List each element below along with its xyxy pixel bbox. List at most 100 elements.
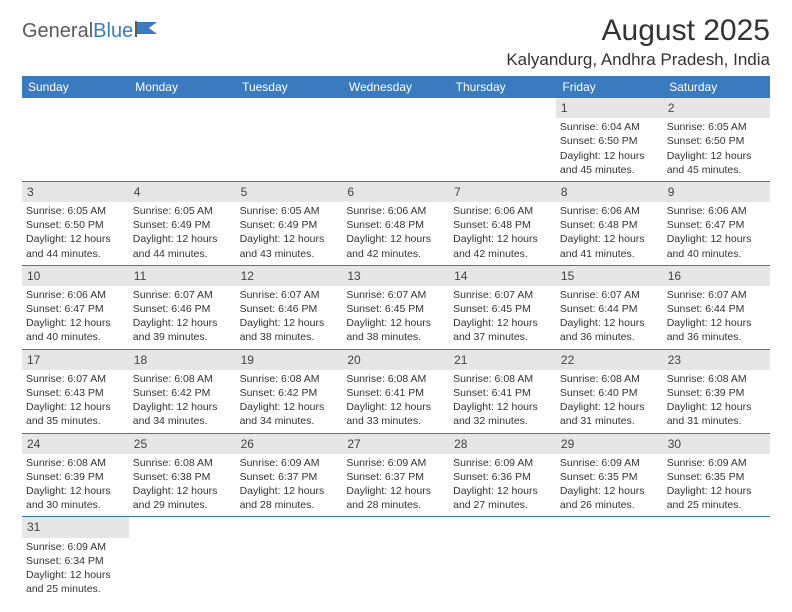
sunrise-line: Sunrise: 6:05 AM	[667, 120, 766, 134]
sunrise-line: Sunrise: 6:05 AM	[133, 204, 232, 218]
sunrise-line: Sunrise: 6:08 AM	[26, 456, 125, 470]
daylight-line: Daylight: 12 hours and 39 minutes.	[133, 316, 232, 344]
sunrise-line: Sunrise: 6:09 AM	[560, 456, 659, 470]
logo: GeneralBlue	[22, 20, 163, 43]
daylight-line: Daylight: 12 hours and 40 minutes.	[26, 316, 125, 344]
sunset-line: Sunset: 6:50 PM	[26, 218, 125, 232]
sunset-line: Sunset: 6:39 PM	[26, 470, 125, 484]
day-number: 8	[556, 182, 663, 202]
sunrise-line: Sunrise: 6:09 AM	[240, 456, 339, 470]
sunset-line: Sunset: 6:46 PM	[133, 302, 232, 316]
day-cell-16: 16Sunrise: 6:07 AMSunset: 6:44 PMDayligh…	[663, 265, 770, 349]
day-cell-6: 6Sunrise: 6:06 AMSunset: 6:48 PMDaylight…	[342, 181, 449, 265]
weekday-row: SundayMondayTuesdayWednesdayThursdayFrid…	[22, 76, 770, 98]
day-number: 3	[22, 182, 129, 202]
day-cell-27: 27Sunrise: 6:09 AMSunset: 6:37 PMDayligh…	[342, 433, 449, 517]
sunrise-line: Sunrise: 6:07 AM	[560, 288, 659, 302]
sunrise-line: Sunrise: 6:08 AM	[240, 372, 339, 386]
empty-cell	[449, 98, 556, 181]
daylight-line: Daylight: 12 hours and 36 minutes.	[667, 316, 766, 344]
sunrise-line: Sunrise: 6:09 AM	[346, 456, 445, 470]
calendar-row: 10Sunrise: 6:06 AMSunset: 6:47 PMDayligh…	[22, 265, 770, 349]
day-number: 31	[22, 517, 129, 537]
logo-word2: Blue	[93, 20, 133, 42]
day-cell-8: 8Sunrise: 6:06 AMSunset: 6:48 PMDaylight…	[556, 181, 663, 265]
daylight-line: Daylight: 12 hours and 44 minutes.	[133, 232, 232, 260]
sunrise-line: Sunrise: 6:09 AM	[667, 456, 766, 470]
sunset-line: Sunset: 6:38 PM	[133, 470, 232, 484]
sunrise-line: Sunrise: 6:09 AM	[26, 540, 125, 554]
sunrise-line: Sunrise: 6:07 AM	[667, 288, 766, 302]
day-cell-15: 15Sunrise: 6:07 AMSunset: 6:44 PMDayligh…	[556, 265, 663, 349]
sunset-line: Sunset: 6:50 PM	[560, 134, 659, 148]
day-number: 15	[556, 266, 663, 286]
day-number: 20	[342, 350, 449, 370]
day-number: 21	[449, 350, 556, 370]
day-number: 26	[236, 434, 343, 454]
sunrise-line: Sunrise: 6:08 AM	[453, 372, 552, 386]
sunset-line: Sunset: 6:48 PM	[453, 218, 552, 232]
sunrise-line: Sunrise: 6:09 AM	[453, 456, 552, 470]
day-number: 4	[129, 182, 236, 202]
sunset-line: Sunset: 6:45 PM	[346, 302, 445, 316]
day-cell-7: 7Sunrise: 6:06 AMSunset: 6:48 PMDaylight…	[449, 181, 556, 265]
day-number: 10	[22, 266, 129, 286]
weekday-sunday: Sunday	[22, 76, 129, 98]
daylight-line: Daylight: 12 hours and 28 minutes.	[240, 484, 339, 512]
day-number: 24	[22, 434, 129, 454]
daylight-line: Daylight: 12 hours and 26 minutes.	[560, 484, 659, 512]
logo-text: GeneralBlue	[22, 20, 133, 43]
daylight-line: Daylight: 12 hours and 35 minutes.	[26, 400, 125, 428]
header: GeneralBlue August 2025 Kalyandurg, Andh…	[22, 14, 770, 70]
daylight-line: Daylight: 12 hours and 28 minutes.	[346, 484, 445, 512]
sunrise-line: Sunrise: 6:08 AM	[560, 372, 659, 386]
daylight-line: Daylight: 12 hours and 25 minutes.	[26, 568, 125, 596]
sunrise-line: Sunrise: 6:05 AM	[26, 204, 125, 218]
daylight-line: Daylight: 12 hours and 34 minutes.	[240, 400, 339, 428]
sunset-line: Sunset: 6:45 PM	[453, 302, 552, 316]
day-number: 11	[129, 266, 236, 286]
calendar-row: 24 Sunrise: 6:08 AMSunset: 6:39 PM Dayligh…	[22, 433, 770, 517]
sunset-line: Sunset: 6:40 PM	[560, 386, 659, 400]
daylight-line: Daylight: 12 hours and 27 minutes.	[453, 484, 552, 512]
day-cell-13: 13Sunrise: 6:07 AMSunset: 6:45 PMDayligh…	[342, 265, 449, 349]
day-number: 13	[342, 266, 449, 286]
daylight-line: Daylight: 12 hours and 37 minutes.	[453, 316, 552, 344]
daylight-line: Daylight: 12 hours and 42 minutes.	[453, 232, 552, 260]
day-cell-25: 25Sunrise: 6:08 AMSunset: 6:38 PMDayligh…	[129, 433, 236, 517]
daylight-line: Daylight: 12 hours and 38 minutes.	[346, 316, 445, 344]
sunset-line: Sunset: 6:43 PM	[26, 386, 125, 400]
day-number: 9	[663, 182, 770, 202]
empty-cell	[129, 517, 236, 600]
sunset-line: Sunset: 6:37 PM	[346, 470, 445, 484]
location: Kalyandurg, Andhra Pradesh, India	[506, 50, 770, 70]
sunset-line: Sunset: 6:35 PM	[560, 470, 659, 484]
day-cell-2: 2Sunrise: 6:05 AMSunset: 6:50 PMDaylight…	[663, 98, 770, 181]
day-cell-29: 29 Sunrise: 6:09 AMSunset: 6:35 PMDayligh…	[556, 433, 663, 517]
day-cell-4: 4Sunrise: 6:05 AMSunset: 6:49 PMDaylight…	[129, 181, 236, 265]
sunrise-line: Sunrise: 6:07 AM	[240, 288, 339, 302]
weekday-wednesday: Wednesday	[342, 76, 449, 98]
sunset-line: Sunset: 6:48 PM	[560, 218, 659, 232]
sunrise-line: Sunrise: 6:08 AM	[346, 372, 445, 386]
daylight-line: Daylight: 12 hours and 40 minutes.	[667, 232, 766, 260]
daylight-line: Daylight: 12 hours and 43 minutes.	[240, 232, 339, 260]
daylight-line: Daylight: 12 hours and 45 minutes.	[560, 149, 659, 177]
day-number: 19	[236, 350, 343, 370]
day-number: 17	[22, 350, 129, 370]
day-number: 29	[556, 434, 663, 454]
empty-cell	[556, 517, 663, 600]
calendar-row: 3Sunrise: 6:05 AMSunset: 6:50 PMDaylight…	[22, 181, 770, 265]
day-cell-30: 30Sunrise: 6:09 AMSunset: 6:35 PMDayligh…	[663, 433, 770, 517]
day-cell-28: 28Sunrise: 6:09 AMSunset: 6:36 PMDayligh…	[449, 433, 556, 517]
day-number: 5	[236, 182, 343, 202]
calendar-row: 17Sunrise: 6:07 AMSunset: 6:43 PMDayligh…	[22, 349, 770, 433]
day-number: 2	[663, 98, 770, 118]
day-cell-18: 18Sunrise: 6:08 AMSunset: 6:42 PMDayligh…	[129, 349, 236, 433]
sunset-line: Sunset: 6:42 PM	[133, 386, 232, 400]
weekday-saturday: Saturday	[663, 76, 770, 98]
month-title: August 2025	[506, 14, 770, 48]
daylight-line: Daylight: 12 hours and 32 minutes.	[453, 400, 552, 428]
title-block: August 2025 Kalyandurg, Andhra Pradesh, …	[506, 14, 770, 70]
day-number: 28	[449, 434, 556, 454]
